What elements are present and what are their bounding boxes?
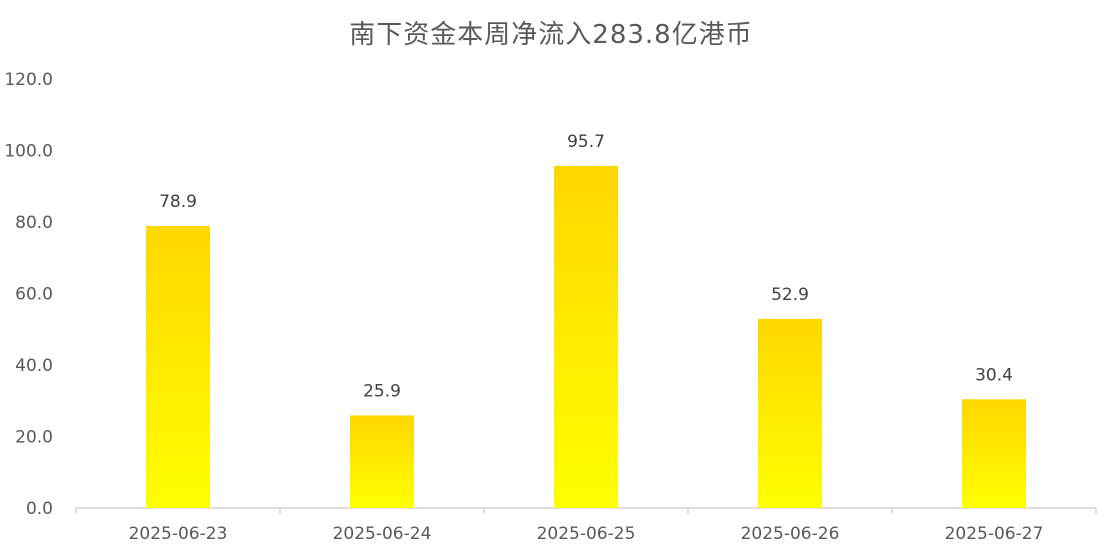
x-tick-label: 2025-06-25	[537, 524, 636, 544]
x-axis: 2025-06-23 2025-06-24 2025-06-25 2025-06-26…	[75, 507, 1097, 544]
data-label: 25.9	[363, 381, 401, 401]
data-label: 78.9	[159, 192, 197, 212]
chart-title: 南下资金本周净流入283.8亿港币	[349, 20, 753, 50]
y-axis: 0.0 20.0 40.0 60.0 80.0 100.0 120.0	[4, 70, 53, 519]
x-tick-label: 2025-06-27	[945, 524, 1044, 544]
y-tick-label: 40.0	[15, 356, 53, 376]
data-label: 52.9	[771, 285, 809, 305]
y-tick-label: 80.0	[15, 213, 53, 233]
y-tick-label: 0.0	[26, 499, 53, 519]
y-tick-label: 20.0	[15, 428, 53, 448]
data-label: 30.4	[975, 365, 1013, 385]
bars	[146, 165, 1026, 508]
bar	[962, 399, 1026, 508]
bar	[146, 225, 210, 508]
x-tick-label: 2025-06-26	[741, 524, 840, 544]
bar	[554, 165, 618, 508]
y-tick-label: 100.0	[4, 142, 53, 162]
x-tick-label: 2025-06-24	[333, 524, 432, 544]
x-tick-label: 2025-06-23	[129, 524, 228, 544]
data-labels: 78.9 25.9 95.7 52.9 30.4	[159, 132, 1013, 402]
bar	[350, 415, 414, 508]
y-tick-label: 120.0	[4, 70, 53, 90]
data-label: 95.7	[567, 132, 605, 152]
bar	[758, 318, 822, 508]
y-tick-label: 60.0	[15, 285, 53, 305]
